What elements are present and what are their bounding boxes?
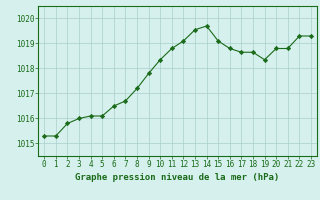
X-axis label: Graphe pression niveau de la mer (hPa): Graphe pression niveau de la mer (hPa) bbox=[76, 173, 280, 182]
